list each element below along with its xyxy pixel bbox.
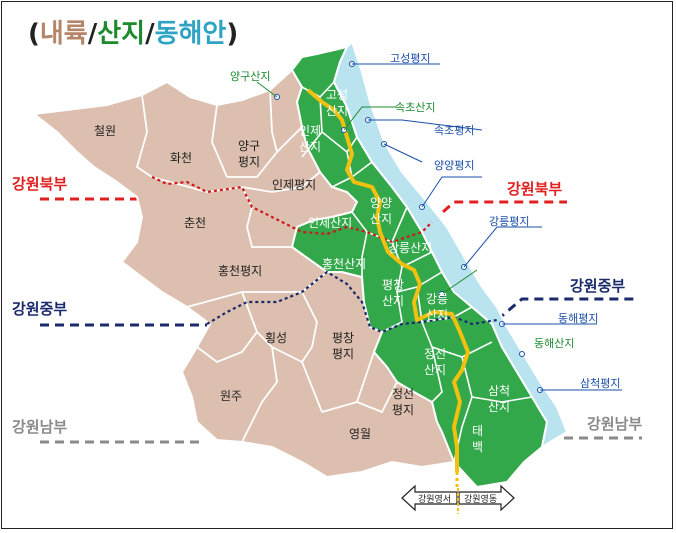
zone-north-east: 강원북부 xyxy=(507,180,562,198)
coastal-region xyxy=(332,40,569,450)
leader-lines xyxy=(352,63,622,391)
label-inje-sanji: 인제산지 xyxy=(308,216,352,230)
label-gangneung-sanji-1: 강릉 xyxy=(426,292,448,306)
title-open-paren: ( xyxy=(28,19,40,49)
label-jeongseon-sanji-2: 산지 xyxy=(424,363,446,377)
label-jeongseon-pyeongji-2: 평지 xyxy=(392,403,414,417)
label-hoengseong: 횡성 xyxy=(265,331,287,345)
title-slash-1: / xyxy=(88,19,98,49)
label-samcheok-sanji-1: 삼척 xyxy=(488,384,510,398)
label-hongcheon-pyeongji: 홍천평지 xyxy=(218,263,262,278)
label-pyeongchang-pyeongji-2: 평지 xyxy=(332,347,354,361)
label-gangneung-sanji-outer: 강릉산지 xyxy=(388,241,432,255)
label-pyeongchang-sanji-2: 산지 xyxy=(382,294,404,308)
label-jeongseon-sanji-1: 정선 xyxy=(424,347,446,361)
title-sanji: 산지 xyxy=(97,19,145,49)
label-taebaek-2: 백 xyxy=(472,440,483,454)
north-boundary-line-east xyxy=(430,200,567,224)
label-taebaek-1: 태 xyxy=(472,424,483,438)
label-yeongwol: 영월 xyxy=(349,427,371,441)
label-yanggu-sanji: 양구산지 xyxy=(230,70,270,83)
label-wonju: 원주 xyxy=(220,389,242,403)
title-donghaean: 동해안 xyxy=(155,19,227,49)
zone-south-west: 강원남부 xyxy=(12,418,67,436)
label-inje-sanji-2: 산지 xyxy=(299,140,321,154)
label-sokcho-pyeongji: 속초평지 xyxy=(434,124,474,137)
label-yanggu-pyeongji-2: 평지 xyxy=(238,155,260,169)
label-goseong-sanji-2: 산지 xyxy=(326,104,348,118)
label-yangyang-sanji-1: 양양 xyxy=(370,196,392,210)
inland-boundaries xyxy=(135,89,398,443)
label-chuncheon: 춘천 xyxy=(184,215,206,230)
label-inje-pyeongji: 인제평지 xyxy=(272,178,316,192)
label-goseong-sanji-1: 고성 xyxy=(326,88,348,102)
label-yangyang-sanji-2: 산지 xyxy=(370,212,392,226)
title-slash-2: / xyxy=(145,19,155,49)
label-samcheok-sanji-2: 산지 xyxy=(488,400,510,414)
title-close-paren: ) xyxy=(226,19,238,49)
label-gangneung-pyeongji: 강릉평지 xyxy=(489,215,529,228)
label-inje-sanji-1: 인제 xyxy=(299,124,321,138)
zone-north-west: 강원북부 xyxy=(12,175,67,193)
label-pyeongchang-pyeongji-1: 평창 xyxy=(332,331,354,345)
label-donghae-sanji: 동해산지 xyxy=(534,336,574,350)
yeongseo-yeongdong-arrow: 강원영서 강원영동 xyxy=(401,484,515,514)
zone-south-east: 강원남부 xyxy=(587,415,642,433)
green-leader-lines xyxy=(256,81,478,295)
central-zone-map-boundary xyxy=(206,270,498,334)
label-yeongseo: 강원영서 xyxy=(418,494,451,505)
zone-central-west: 강원중부 xyxy=(12,300,67,318)
title-naeryuk: 내륙 xyxy=(40,19,88,49)
label-samcheok-pyeongji: 삼척평지 xyxy=(580,377,620,390)
central-boundary-line-east xyxy=(496,297,636,322)
map-title: (내륙/산지/동해안) xyxy=(28,19,238,49)
label-cheorwon: 철원 xyxy=(94,124,116,138)
label-goseong-pyeongji: 고성평지 xyxy=(390,52,430,65)
ridge-line xyxy=(306,88,470,472)
label-hwacheon: 화천 xyxy=(170,150,192,165)
label-hongcheon-sanji: 홍천산지 xyxy=(322,256,366,271)
label-yeongdong: 강원영동 xyxy=(464,494,497,505)
label-jeongseon-pyeongji-1: 정선 xyxy=(392,387,414,401)
zone-central-east: 강원중부 xyxy=(570,277,625,295)
label-gangneung-sanji-2: 산지 xyxy=(426,308,448,322)
label-yanggu-pyeongji-1: 양구 xyxy=(238,139,260,153)
label-yangyang-pyeongji: 양양평지 xyxy=(434,159,474,172)
label-sokcho-sanji: 속초산지 xyxy=(395,101,435,114)
label-pyeongchang-sanji-1: 평창 xyxy=(382,278,404,292)
label-donghae-pyeongji: 동해평지 xyxy=(558,311,598,325)
